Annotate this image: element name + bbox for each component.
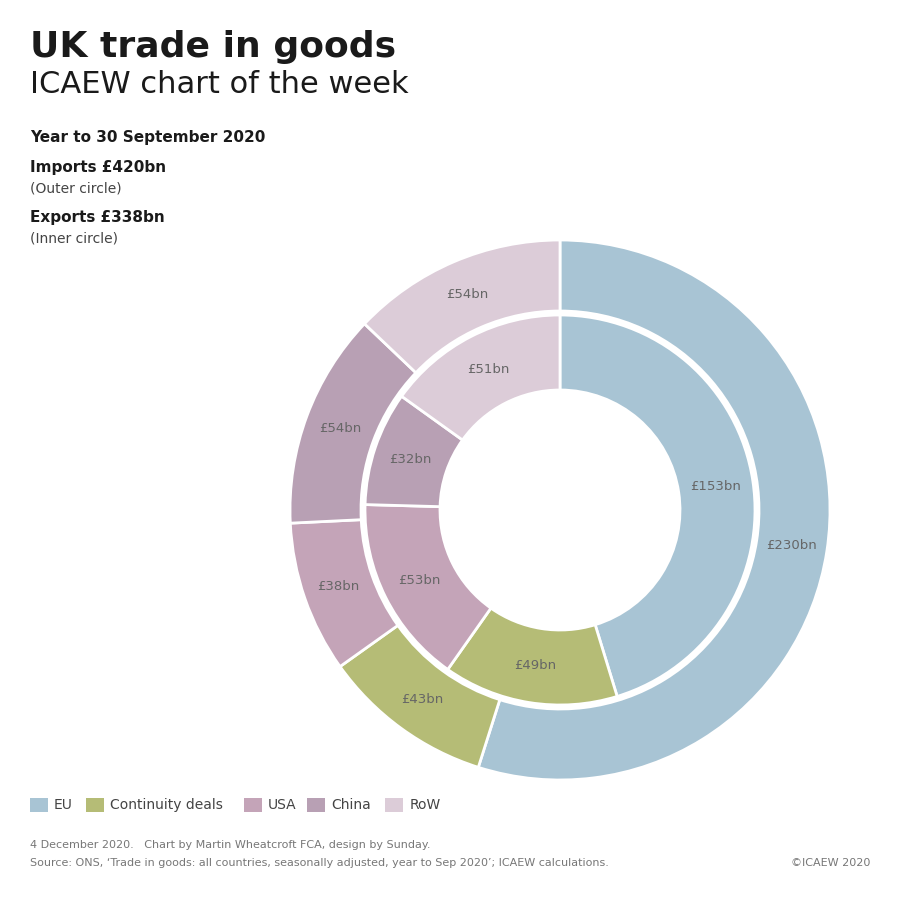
Text: £54bn: £54bn	[446, 288, 489, 301]
Wedge shape	[340, 626, 500, 768]
Text: ©ICAEW 2020: ©ICAEW 2020	[790, 858, 870, 868]
FancyBboxPatch shape	[385, 798, 403, 812]
Text: ICAEW chart of the week: ICAEW chart of the week	[30, 70, 409, 99]
FancyBboxPatch shape	[244, 798, 262, 812]
Wedge shape	[365, 396, 463, 507]
Wedge shape	[365, 505, 491, 670]
Wedge shape	[560, 315, 755, 697]
Text: 4 December 2020.   Chart by Martin Wheatcroft FCA, design by Sunday.: 4 December 2020. Chart by Martin Wheatcr…	[30, 840, 430, 850]
Text: (Outer circle): (Outer circle)	[30, 182, 122, 196]
Wedge shape	[447, 608, 617, 705]
Text: USA: USA	[267, 798, 296, 812]
Text: China: China	[331, 798, 371, 812]
Text: UK trade in goods: UK trade in goods	[30, 30, 396, 64]
Text: Year to 30 September 2020: Year to 30 September 2020	[30, 130, 266, 145]
Text: EU: EU	[54, 798, 73, 812]
Text: £49bn: £49bn	[514, 659, 556, 672]
Wedge shape	[291, 519, 398, 667]
Text: £153bn: £153bn	[690, 481, 742, 493]
Text: £53bn: £53bn	[398, 574, 440, 587]
Wedge shape	[401, 315, 560, 440]
Text: £32bn: £32bn	[390, 454, 432, 466]
Wedge shape	[478, 240, 830, 780]
Text: Source: ONS, ‘Trade in goods: all countries, seasonally adjusted, year to Sep 20: Source: ONS, ‘Trade in goods: all countr…	[30, 858, 609, 868]
Text: £51bn: £51bn	[467, 364, 509, 376]
Text: RoW: RoW	[410, 798, 440, 812]
Text: Imports £420bn: Imports £420bn	[30, 160, 166, 175]
Text: Exports £338bn: Exports £338bn	[30, 210, 165, 225]
Wedge shape	[290, 324, 416, 523]
Wedge shape	[364, 240, 560, 373]
Text: £54bn: £54bn	[320, 422, 361, 435]
Text: (Inner circle): (Inner circle)	[30, 232, 118, 246]
Text: £38bn: £38bn	[318, 580, 360, 593]
FancyBboxPatch shape	[30, 798, 48, 812]
Text: £230bn: £230bn	[767, 539, 817, 553]
FancyBboxPatch shape	[307, 798, 325, 812]
Text: £43bn: £43bn	[400, 693, 443, 706]
Text: Continuity deals: Continuity deals	[111, 798, 223, 812]
FancyBboxPatch shape	[86, 798, 104, 812]
